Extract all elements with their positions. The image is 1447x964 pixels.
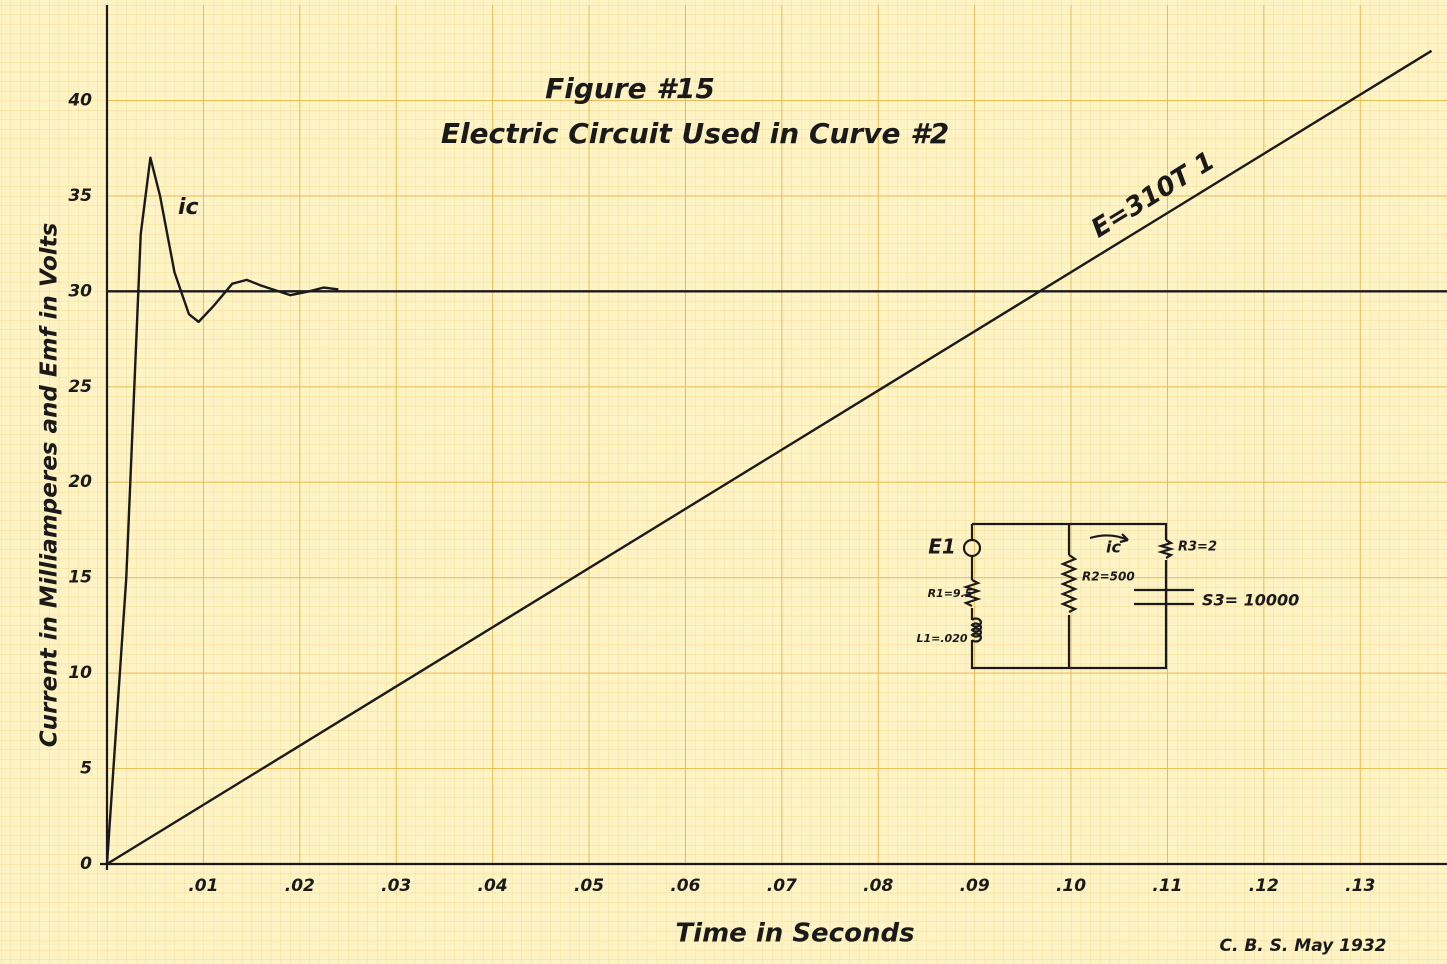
x-tick-label: .03 [381,876,411,896]
circuit-label: S3= 10000 [1202,591,1299,610]
y-tick-label: 40 [67,90,92,110]
circuit-label: R1=9.5 [928,587,973,600]
circuit-label: L1=.020 [916,632,967,645]
x-tick-label: .05 [574,876,604,896]
x-axis-label: Time in Seconds [675,919,914,949]
x-tick-label: .04 [478,876,508,896]
x-tick-label: .09 [960,876,990,896]
y-tick-label: 25 [68,377,92,397]
y-tick-label: 15 [68,568,92,588]
y-tick-label: 35 [68,186,92,206]
y-tick-label: 5 [80,759,92,779]
x-tick-label: .02 [285,876,315,896]
circuit-label: R2=500 [1082,570,1135,584]
chart-title: Figure #15 [545,72,715,105]
y-tick-label: 10 [68,663,92,683]
chart-subtitle: Electric Circuit Used in Curve #2 [441,117,949,150]
circuit-label: R3=2 [1178,540,1217,555]
x-tick-label: .06 [670,876,700,896]
x-tick-label: .13 [1345,876,1375,896]
y-tick-label: 0 [80,854,92,874]
x-tick-label: .07 [767,876,797,896]
circuit-label: E1 [928,535,956,559]
y-tick-label: 20 [68,472,92,492]
x-tick-label: .12 [1249,876,1279,896]
signature: C. B. S. May 1932 [1220,936,1387,956]
y-axis-label: Current in Milliamperes and Emf in Volts [37,223,63,748]
circuit-label: ic [1106,538,1121,557]
series-label: ic [178,195,199,220]
x-tick-label: .01 [188,876,218,896]
y-tick-label: 30 [68,281,92,301]
chart: icE=310T 1 Figure #15 Electric Circuit U… [0,0,1447,964]
x-tick-label: .11 [1152,876,1182,896]
x-tick-label: .08 [863,876,893,896]
x-tick-label: .10 [1056,876,1086,896]
